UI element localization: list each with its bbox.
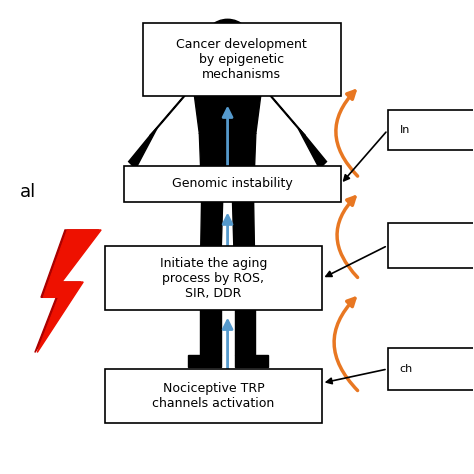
FancyBboxPatch shape	[388, 223, 474, 268]
Polygon shape	[200, 195, 223, 275]
Polygon shape	[188, 355, 220, 366]
Text: ch: ch	[400, 364, 413, 374]
Text: In: In	[400, 125, 410, 135]
FancyArrowPatch shape	[326, 247, 385, 276]
Polygon shape	[150, 79, 199, 136]
FancyBboxPatch shape	[388, 348, 474, 390]
FancyArrowPatch shape	[223, 109, 232, 175]
Polygon shape	[298, 128, 327, 169]
FancyArrowPatch shape	[344, 132, 386, 181]
Polygon shape	[199, 133, 256, 195]
Polygon shape	[192, 79, 263, 133]
Polygon shape	[256, 79, 305, 136]
FancyBboxPatch shape	[143, 23, 341, 96]
FancyBboxPatch shape	[105, 246, 322, 310]
FancyArrowPatch shape	[334, 298, 357, 391]
FancyBboxPatch shape	[124, 166, 341, 201]
Polygon shape	[128, 128, 157, 169]
Polygon shape	[219, 68, 236, 79]
FancyBboxPatch shape	[388, 110, 474, 150]
FancyArrowPatch shape	[223, 216, 232, 284]
FancyArrowPatch shape	[327, 370, 385, 383]
Text: Nociceptive TRP
channels activation: Nociceptive TRP channels activation	[152, 382, 274, 410]
Polygon shape	[232, 195, 255, 275]
FancyArrowPatch shape	[337, 197, 357, 277]
Text: Initiate the aging
process by ROS,
SIR, DDR: Initiate the aging process by ROS, SIR, …	[160, 257, 267, 300]
Polygon shape	[200, 275, 220, 355]
FancyArrowPatch shape	[223, 320, 232, 383]
Text: Cancer development
by epigenetic
mechanisms: Cancer development by epigenetic mechani…	[176, 37, 307, 81]
FancyBboxPatch shape	[105, 369, 322, 423]
Polygon shape	[37, 230, 101, 353]
Text: Genomic instability: Genomic instability	[172, 177, 292, 191]
Text: al: al	[20, 183, 36, 201]
FancyArrowPatch shape	[336, 91, 357, 176]
Polygon shape	[35, 230, 99, 353]
Polygon shape	[235, 355, 268, 366]
Circle shape	[203, 19, 252, 68]
Polygon shape	[235, 275, 255, 355]
